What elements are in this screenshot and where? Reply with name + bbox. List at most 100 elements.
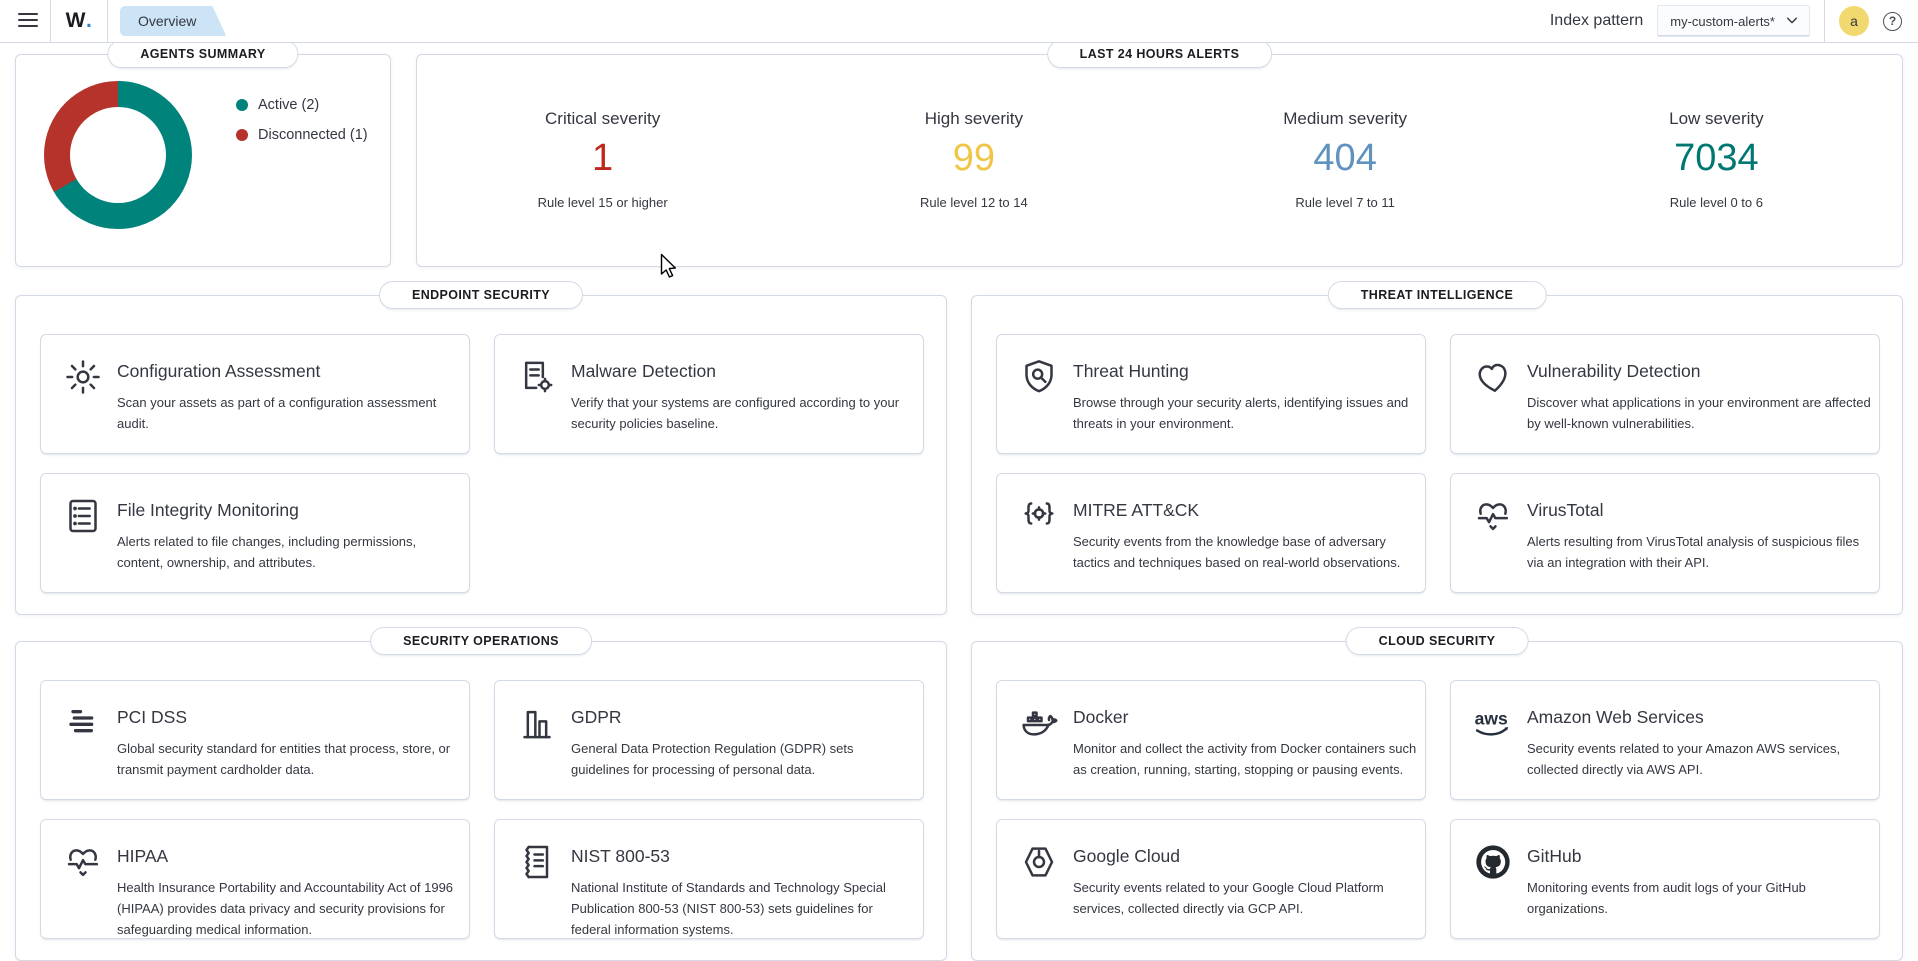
agents-summary-title: AGENTS SUMMARY (107, 40, 299, 68)
card-virustotal[interactable]: VirusTotal Alerts resulting from VirusTo… (1450, 473, 1880, 593)
agents-summary-panel: AGENTS SUMMARY Active (2) Disconnected (… (15, 40, 391, 267)
braces-crosshair-icon (1019, 496, 1059, 536)
card-gdpr[interactable]: GDPR General Data Protection Regulation … (494, 680, 924, 800)
logo-dot: . (85, 9, 93, 32)
index-pattern-select[interactable]: my-custom-alerts* (1657, 5, 1810, 37)
card-hipaa[interactable]: HIPAA Health Insurance Portability and A… (40, 819, 470, 939)
legend-item-disconnected[interactable]: Disconnected (1) (236, 127, 368, 143)
card-github[interactable]: GitHub Monitoring events from audit logs… (1450, 819, 1880, 939)
stat-sub: Rule level 15 or higher (537, 194, 668, 210)
stat-label: High severity (924, 109, 1023, 128)
card-title: NIST 800-53 (571, 846, 670, 866)
alerts-panel-title: LAST 24 HOURS ALERTS (1046, 40, 1273, 68)
list-document-icon (63, 496, 103, 536)
card-nist-800-53[interactable]: NIST 800-53 National Institute of Standa… (494, 819, 924, 939)
card-threat-hunting[interactable]: Threat Hunting Browse through your secur… (996, 334, 1426, 454)
card-title: Docker (1073, 707, 1129, 727)
card-malware-detection[interactable]: Malware Detection Verify that your syste… (494, 334, 924, 454)
card-amazon-web-services[interactable]: aws Amazon Web Services Security events … (1450, 680, 1880, 800)
legend-dot (236, 99, 248, 111)
card-description: Security events from the knowledge base … (1073, 534, 1401, 570)
index-pattern-label: Index pattern (1549, 12, 1644, 29)
heart-pulse-icon (1473, 496, 1513, 536)
legend-label: Active (2) (258, 97, 320, 113)
card-title: MITRE ATT&CK (1073, 500, 1200, 520)
card-pci-dss[interactable]: PCI DSS Global security standard for ent… (40, 680, 470, 800)
card-description: Security events related to your Amazon A… (1527, 741, 1841, 777)
stat-value: 99 (952, 137, 996, 179)
threat-intelligence-section: THREAT INTELLIGENCE Threat Hunting Brows… (971, 281, 1903, 615)
stat-value: 1 (592, 137, 614, 179)
document-gear-icon (517, 357, 557, 397)
card-title: Configuration Assessment (117, 361, 321, 381)
heart-icon (1473, 357, 1513, 397)
stat-label: Critical severity (545, 109, 661, 128)
legend-item-active[interactable]: Active (2) (236, 97, 368, 113)
card-description: Monitor and collect the activity from Do… (1073, 741, 1417, 777)
divider (1824, 0, 1825, 43)
card-title: HIPAA (117, 846, 169, 866)
hamburger-icon (18, 12, 38, 31)
card-description: Verify that your systems are configured … (571, 395, 900, 431)
shield-search-icon (1019, 357, 1059, 397)
card-description: Discover what applications in your envir… (1527, 395, 1871, 431)
card-title: VirusTotal (1527, 500, 1604, 520)
security-operations-section: SECURITY OPERATIONS PCI DSS Global secur… (15, 627, 947, 961)
card-description: Health Insurance Portability and Account… (117, 880, 454, 937)
card-description: Browse through your security alerts, ide… (1073, 395, 1409, 431)
stat-low-severity[interactable]: Low severity 7034 Rule level 0 to 6 (1531, 55, 1902, 266)
endpoint-security-title: ENDPOINT SECURITY (378, 281, 584, 309)
stat-sub: Rule level 0 to 6 (1669, 194, 1763, 210)
threat-intelligence-title: THREAT INTELLIGENCE (1327, 281, 1547, 309)
card-description: Monitoring events from audit logs of you… (1527, 880, 1806, 916)
github-icon (1473, 842, 1513, 882)
card-description: Global security standard for entities th… (117, 741, 451, 777)
google-cloud-icon (1019, 842, 1059, 882)
card-description: Scan your assets as part of a configurat… (117, 395, 437, 431)
card-mitre-attack[interactable]: MITRE ATT&CK Security events from the kn… (996, 473, 1426, 593)
card-description: General Data Protection Regulation (GDPR… (571, 741, 854, 777)
tab-overview[interactable]: Overview (120, 6, 226, 36)
card-description: Security events related to your Google C… (1073, 880, 1384, 916)
stat-sub: Rule level 7 to 11 (1295, 194, 1395, 210)
agents-donut-chart[interactable] (44, 81, 192, 229)
card-google-cloud[interactable]: Google Cloud Security events related to … (996, 819, 1426, 939)
card-file-integrity-monitoring[interactable]: File Integrity Monitoring Alerts related… (40, 473, 470, 593)
bar-chart-icon (517, 703, 557, 743)
stat-medium-severity[interactable]: Medium severity 404 Rule level 7 to 11 (1160, 55, 1531, 266)
docker-whale-icon (1019, 703, 1059, 743)
stat-value: 7034 (1674, 137, 1759, 179)
card-docker[interactable]: Docker Monitor and collect the activity … (996, 680, 1426, 800)
card-description: Alerts related to file changes, includin… (117, 534, 417, 570)
gear-icon (63, 357, 103, 397)
wazuh-logo[interactable]: W. (51, 0, 107, 43)
card-title: Amazon Web Services (1527, 707, 1704, 727)
menu-button[interactable] (6, 0, 50, 43)
avatar[interactable]: a (1839, 6, 1869, 36)
help-button[interactable]: ? (1883, 11, 1902, 31)
topbar: W. Overview Index pattern my-custom-aler… (0, 0, 1918, 43)
card-vulnerability-detection[interactable]: Vulnerability Detection Discover what ap… (1450, 334, 1880, 454)
stat-sub: Rule level 12 to 14 (920, 194, 1028, 210)
heart-pulse-icon (63, 842, 103, 882)
card-configuration-assessment[interactable]: Configuration Assessment Scan your asset… (40, 334, 470, 454)
stat-label: Low severity (1669, 109, 1764, 128)
card-description: National Institute of Standards and Tech… (571, 880, 886, 937)
card-title: Malware Detection (571, 361, 716, 381)
divider (107, 0, 108, 42)
logo-text: W (65, 9, 86, 32)
card-title: GitHub (1527, 846, 1582, 866)
stat-value: 404 (1313, 137, 1377, 179)
chevron-down-icon (1785, 13, 1799, 30)
stat-high-severity[interactable]: High severity 99 Rule level 12 to 14 (788, 55, 1159, 266)
card-description: Alerts resulting from VirusTotal analysi… (1527, 534, 1860, 570)
card-title: Google Cloud (1073, 846, 1181, 866)
card-title: Vulnerability Detection (1527, 361, 1701, 381)
stat-label: Medium severity (1283, 109, 1407, 128)
cloud-security-title: CLOUD SECURITY (1345, 627, 1529, 655)
stat-critical-severity[interactable]: Critical severity 1 Rule level 15 or hig… (417, 55, 788, 266)
aws-logo-icon: aws (1473, 703, 1513, 743)
cloud-security-section: CLOUD SECURITY Docker Monitor and collec… (971, 627, 1903, 961)
endpoint-security-section: ENDPOINT SECURITY Configuration Assessme… (15, 281, 947, 615)
agents-legend: Active (2) Disconnected (1) (236, 97, 368, 229)
